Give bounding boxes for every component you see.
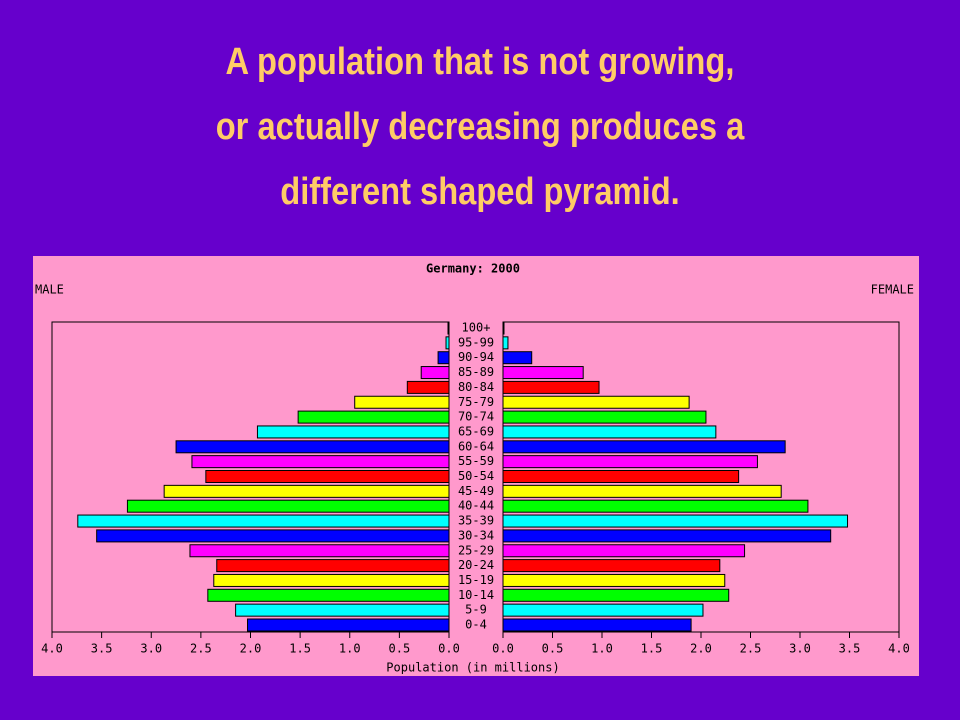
age-label: 60-64 [458,439,494,453]
age-label: 40-44 [458,499,494,513]
male-bar [256,425,450,439]
x-tick-label: 0.0 [492,642,514,656]
x-tick-label: 4.0 [41,642,63,656]
female-bar [502,499,809,513]
female-bar [502,455,758,469]
male-bar [297,410,450,424]
female-bar [502,544,746,558]
female-bar [502,588,730,602]
age-label: 100+ [462,321,491,335]
male-bar [163,484,450,498]
x-tick-label: 2.0 [240,642,262,656]
x-tick-label: 3.0 [789,642,811,656]
male-bar [406,380,450,394]
female-bar [502,336,509,350]
age-label: 5-9 [465,603,487,617]
chart-title: Germany: 2000 [426,262,520,276]
female-label: FEMALE [871,283,914,297]
x-tick-label: 1.5 [641,642,663,656]
age-label: 70-74 [458,410,494,424]
x-tick-label: 4.0 [888,642,910,656]
age-label: 65-69 [458,424,494,438]
title-line: A population that is not growing, [225,41,735,83]
female-bar [502,380,600,394]
x-tick-label: 1.5 [289,642,311,656]
x-tick-label: 2.5 [740,642,762,656]
title-line: or actually decreasing produces a [215,106,745,148]
male-bar [420,366,450,380]
x-tick-label: 1.0 [591,642,613,656]
male-label: MALE [35,283,64,297]
female-bar [502,321,505,335]
female-bar [502,618,692,632]
female-bar [502,529,832,543]
male-bar [175,440,450,454]
age-label: 55-59 [458,454,494,468]
x-tick-label: 2.0 [690,642,712,656]
male-bar [213,573,450,587]
x-tick-label: 0.0 [438,642,460,656]
slide-title: A population that is not growing, or act… [67,30,893,225]
male-bar [96,529,450,543]
age-label: 90-94 [458,350,494,364]
male-bar [354,395,450,409]
x-tick-label: 0.5 [389,642,411,656]
age-label: 15-19 [458,573,494,587]
female-bar [502,484,782,498]
male-bar [437,351,450,365]
title-line: different shaped pyramid. [280,171,680,213]
female-bar [502,559,721,573]
age-label: 35-39 [458,514,494,528]
age-label: 45-49 [458,484,494,498]
chart-panel [33,256,919,676]
female-bar [502,395,690,409]
male-bar [191,455,450,469]
x-tick-label: 3.5 [91,642,113,656]
female-bar [502,603,704,617]
age-label: 75-79 [458,395,494,409]
x-tick-label: 2.5 [190,642,212,656]
female-bar [502,351,533,365]
female-bar [502,425,717,439]
male-bar [126,499,450,513]
age-label: 80-84 [458,380,494,394]
female-bar [502,440,786,454]
x-axis-label: Population (in millions) [386,661,559,675]
age-label: 85-89 [458,365,494,379]
female-bar [502,366,584,380]
age-label: 50-54 [458,469,494,483]
age-label: 95-99 [458,335,494,349]
male-bar [207,588,450,602]
x-tick-label: 1.0 [339,642,361,656]
male-bar [216,559,450,573]
male-bar [189,544,450,558]
x-tick-label: 3.0 [140,642,162,656]
age-label: 20-24 [458,558,494,572]
female-bar [502,573,726,587]
female-bar [502,514,849,528]
x-tick-label: 0.5 [542,642,564,656]
female-bar [502,470,740,483]
age-label: 0-4 [465,618,487,632]
age-label: 30-34 [458,528,494,542]
age-label: 10-14 [458,588,494,602]
male-bar [447,321,450,335]
male-bar [247,618,450,632]
male-bar [235,603,450,617]
x-tick-label: 3.5 [839,642,861,656]
male-bar [77,514,450,528]
male-bar [445,336,450,350]
male-bar [205,470,450,483]
age-label: 25-29 [458,543,494,557]
female-bar [502,410,707,424]
